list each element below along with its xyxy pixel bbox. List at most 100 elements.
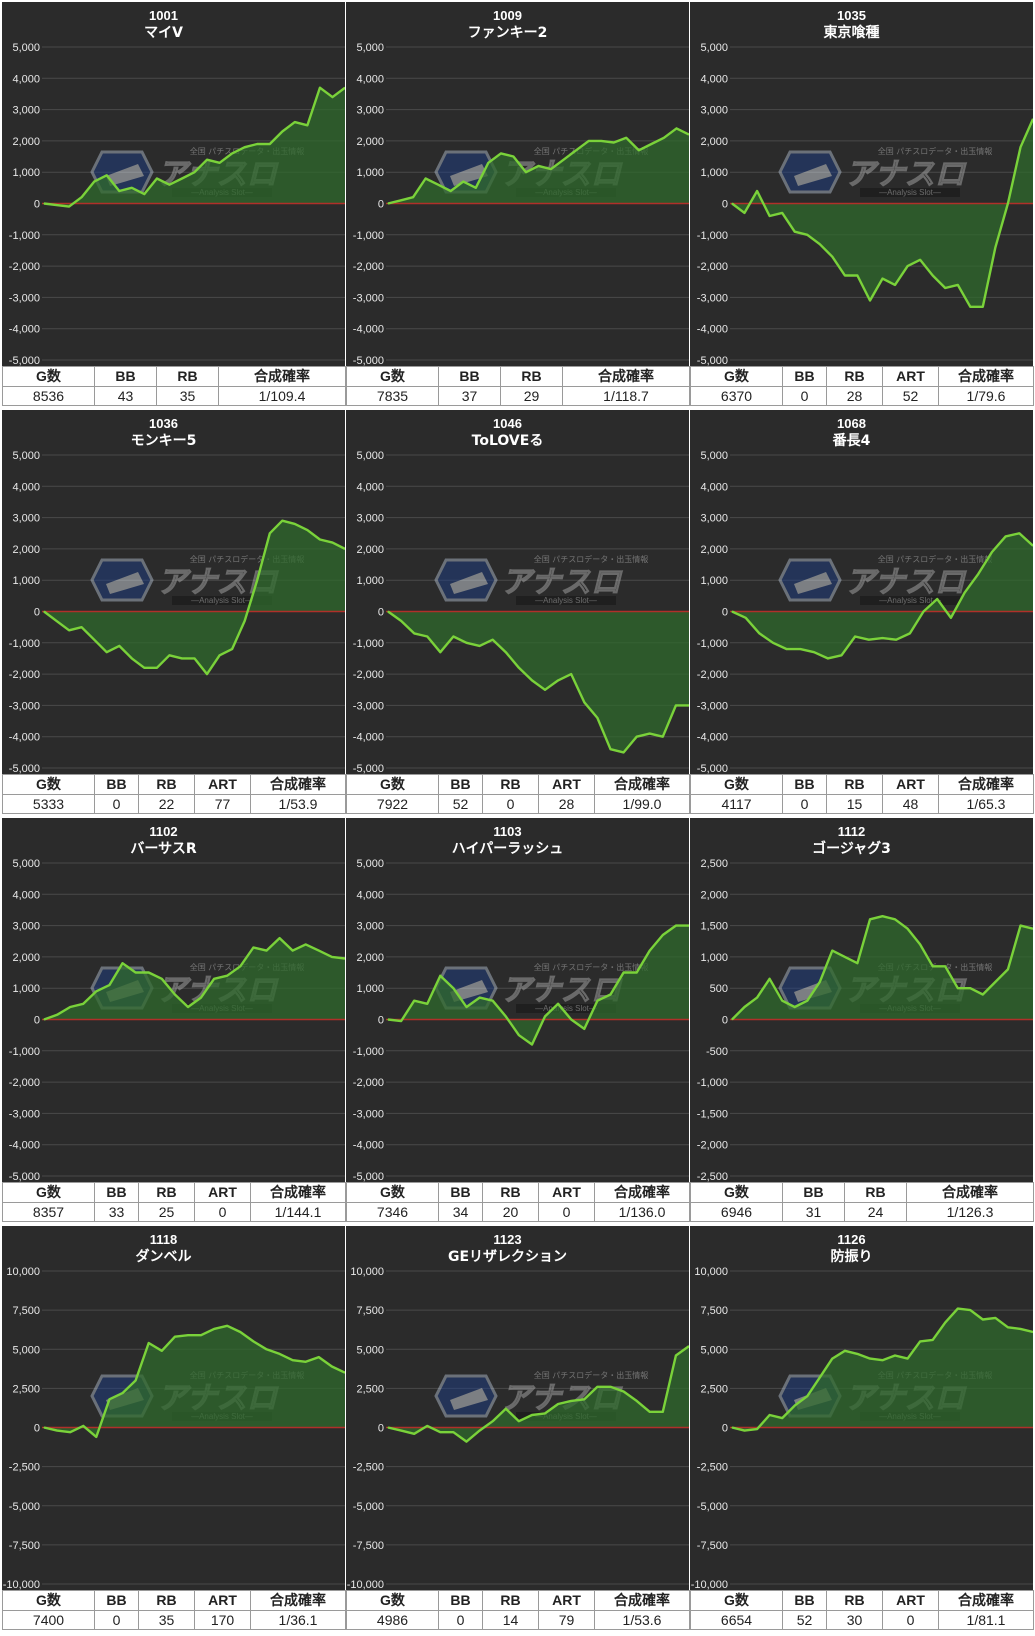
y-tick-label: -1,000: [9, 638, 40, 650]
data-point: [894, 918, 896, 920]
y-tick-label: 2,500: [700, 1383, 728, 1395]
data-point: [936, 598, 938, 600]
data-point: [894, 1354, 896, 1357]
data-point: [426, 1425, 428, 1427]
data-point: [479, 1430, 481, 1432]
data-point: [292, 1359, 294, 1361]
machine-name: モンキー5: [131, 433, 197, 449]
stats-header: G数: [2, 1182, 95, 1203]
data-point: [465, 642, 468, 644]
stats-header: 合成確率: [938, 774, 1034, 795]
y-tick-label: -1,000: [9, 230, 40, 242]
y-tick-label: 0: [34, 199, 40, 211]
stats-value: 52: [438, 794, 483, 814]
data-point: [294, 523, 296, 525]
chart-svg: 5,000 4,000 3,000 2,000 1,000 0 -1,000 -2,000 -3…: [2, 818, 345, 1182]
data-point: [977, 573, 979, 575]
stats-header: G数: [346, 1590, 439, 1611]
y-tick-label: 2,000: [700, 544, 728, 556]
chart-svg: 5,000 4,000 3,000 2,000 1,000 0 -1,000 -2,000 -3…: [346, 2, 689, 366]
machine-name: バーサスR: [130, 841, 196, 857]
y-tick-label: -7,500: [697, 1540, 728, 1552]
data-point: [256, 143, 258, 145]
y-tick-label: 3,000: [12, 105, 40, 117]
y-tick-label: 5,000: [12, 450, 40, 462]
y-tick-label: 3,000: [700, 105, 728, 117]
data-point: [265, 950, 268, 952]
stats-value: 1/79.6: [938, 386, 1034, 406]
data-point: [174, 993, 176, 996]
stats-header: BB: [438, 774, 483, 795]
y-tick-label: 2,500: [700, 858, 728, 870]
stats-value: 22: [138, 794, 195, 814]
stats-value: 4986: [346, 1610, 439, 1630]
data-point: [56, 1430, 58, 1432]
data-point: [131, 187, 133, 189]
y-tick-label: -1,000: [697, 638, 728, 650]
slump-chart: 10,000 7,500 5,000 2,500 0 -2,500 -5,000 -7,500…: [2, 1226, 345, 1590]
y-tick-label: -4,000: [353, 1140, 384, 1152]
y-tick-label: 2,500: [12, 1383, 40, 1395]
machine-name: 東京喰種: [824, 24, 880, 41]
stats-table: G数 BB RB ART 合成確率 4986 0 14 79 1/53.6: [346, 1590, 690, 1630]
svg-text:—Analysis Slot—: —Analysis Slot—: [191, 596, 253, 605]
data-point: [982, 1318, 984, 1321]
machine-number: 1068: [837, 416, 866, 431]
y-tick-label: -5,000: [9, 355, 40, 366]
stats-header: BB: [94, 1590, 139, 1611]
data-point: [135, 971, 137, 974]
data-point: [252, 1340, 254, 1343]
data-point: [143, 667, 145, 669]
data-point: [769, 215, 771, 217]
data-point: [944, 965, 946, 967]
machine-name: 番長4: [832, 432, 871, 449]
series-area: [732, 916, 1033, 1020]
data-point: [575, 149, 577, 151]
y-tick-label: -10,000: [347, 1579, 384, 1590]
y-tick-label: 7,500: [12, 1305, 40, 1317]
data-point: [982, 306, 984, 308]
data-point: [108, 1398, 111, 1400]
machine-name: ハイパーラッシュ: [452, 841, 563, 857]
data-point: [844, 1350, 846, 1352]
stats-header: 合成確率: [938, 366, 1034, 387]
data-point: [344, 87, 345, 89]
data-point: [400, 1020, 402, 1022]
stats-value: 43: [94, 386, 157, 406]
data-point: [213, 1328, 215, 1330]
stats-value: 0: [194, 1202, 251, 1222]
y-tick-label: 2,000: [356, 544, 384, 556]
data-point: [922, 610, 925, 613]
data-point: [331, 542, 334, 544]
data-point: [81, 196, 83, 198]
data-point: [1032, 118, 1033, 120]
data-point: [181, 657, 183, 660]
series-area: [388, 925, 689, 1045]
y-tick-label: 3,000: [12, 921, 40, 933]
stats-header: 合成確率: [562, 366, 690, 387]
stats-header: ART: [538, 774, 595, 795]
series-line: [43, 936, 345, 1021]
y-tick-label: 2,500: [356, 1383, 384, 1395]
data-point: [413, 1433, 415, 1435]
data-point: [426, 1003, 428, 1005]
data-point: [156, 177, 158, 180]
slump-chart: 5,000 4,000 3,000 2,000 1,000 0 -1,000 -2,000 -3…: [690, 410, 1033, 774]
stats-value: 0: [782, 386, 827, 406]
data-point: [794, 1006, 796, 1008]
y-tick-label: -3,000: [353, 292, 384, 304]
data-point: [82, 1003, 84, 1005]
stats-header: G数: [690, 1182, 783, 1203]
data-point: [331, 1365, 333, 1368]
y-tick-label: -3,000: [9, 292, 40, 304]
y-tick-label: 5,000: [356, 42, 384, 54]
stats-value: 1/144.1: [250, 1202, 346, 1222]
y-tick-label: -3,000: [697, 292, 728, 304]
stats-value: 25: [138, 1202, 195, 1222]
data-point: [919, 1340, 921, 1343]
series-area: [44, 938, 345, 1020]
machine-number: 1102: [149, 824, 177, 839]
y-tick-label: 1,000: [700, 575, 728, 587]
